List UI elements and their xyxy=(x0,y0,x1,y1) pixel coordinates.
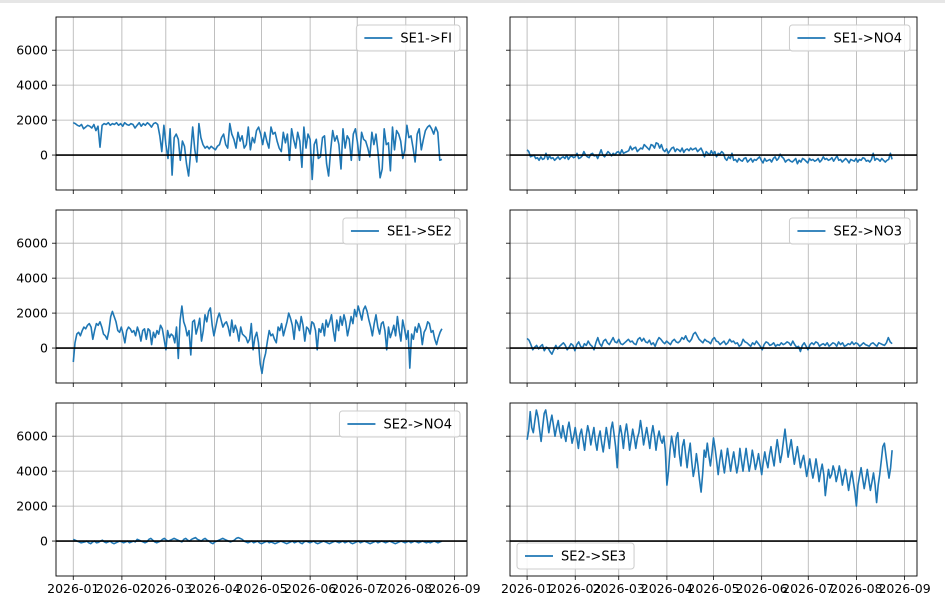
axes-frame xyxy=(509,209,918,384)
x-tick-label: 2026-06 xyxy=(284,581,336,596)
series-line-se1-se2 xyxy=(72,305,443,375)
y-tick-label: 6000 xyxy=(16,236,48,251)
legend: SE1->NO4 xyxy=(788,24,911,52)
y-tick-label: 2000 xyxy=(16,113,48,128)
subplot-se2-no3: SE2->NO3 xyxy=(506,209,918,387)
x-tick-label: 2026-04 xyxy=(641,581,693,596)
legend-box xyxy=(338,410,461,438)
legend-label: SE1->FI xyxy=(400,32,452,47)
y-tick-label: 0 xyxy=(40,534,48,549)
y-tick-label: 4000 xyxy=(16,464,48,479)
legend-box xyxy=(355,24,461,52)
legend-box xyxy=(788,24,911,52)
legend-label: SE1->NO4 xyxy=(833,32,902,47)
x-tick-label: 2026-09 xyxy=(428,581,480,596)
axes-frame xyxy=(509,16,918,191)
y-tick-label: 2000 xyxy=(16,306,48,321)
x-tick-label: 2026-04 xyxy=(188,581,240,596)
legend-box xyxy=(516,542,635,570)
x-tick-label: 2026-02 xyxy=(549,581,601,596)
legend: SE2->SE3 xyxy=(516,542,635,570)
axes-frame xyxy=(509,402,918,577)
x-tick-label: 2026-05 xyxy=(235,581,287,596)
x-tick-label: 2026-07 xyxy=(331,581,383,596)
x-tick-label: 2026-08 xyxy=(830,581,882,596)
legend: SE2->NO4 xyxy=(338,410,461,438)
legend-box xyxy=(788,217,911,245)
axes-frame xyxy=(55,16,468,191)
subplot-se1-se2: 0 2000 4000 6000 SE1->SE2 xyxy=(16,209,468,387)
x-tick-label: 2026-01 xyxy=(47,581,99,596)
window-top-border xyxy=(0,0,945,3)
legend: SE1->SE2 xyxy=(342,217,461,245)
x-tick-label: 2026-03 xyxy=(140,581,192,596)
y-tick-label: 2000 xyxy=(16,499,48,514)
legend-label: SE2->NO4 xyxy=(383,418,452,433)
legend-label: SE2->NO3 xyxy=(833,225,902,240)
x-tick-label: 2026-01 xyxy=(501,581,553,596)
legend-label: SE2->SE3 xyxy=(561,550,626,565)
legend-box xyxy=(342,217,461,245)
y-tick-label: 0 xyxy=(40,148,48,163)
y-tick-label: 6000 xyxy=(16,43,48,58)
x-tick-label: 2026-05 xyxy=(687,581,739,596)
axes-frame xyxy=(55,402,468,577)
series-line-se2-se3 xyxy=(526,409,893,507)
legend-label: SE1->SE2 xyxy=(387,225,452,240)
x-tick-label: 2026-03 xyxy=(593,581,645,596)
axes-frame xyxy=(55,209,468,384)
subplot-se2-se3: 2026-012026-022026-032026-042026-052026-… xyxy=(501,402,931,596)
subplot-se1-no4: SE1->NO4 xyxy=(506,16,918,194)
y-tick-label: 6000 xyxy=(16,429,48,444)
subplot-se1-fi: 0 2000 4000 6000 SE1->FI xyxy=(16,16,468,194)
y-tick-label: 4000 xyxy=(16,271,48,286)
series-line-se1-fi xyxy=(72,121,443,181)
legend: SE2->NO3 xyxy=(788,217,911,245)
x-tick-label: 2026-08 xyxy=(380,581,432,596)
series-line-se1-no4 xyxy=(526,142,893,165)
y-tick-label: 0 xyxy=(40,341,48,356)
legend: SE1->FI xyxy=(355,24,461,52)
x-tick-label: 2026-09 xyxy=(878,581,930,596)
series-line-se2-no3 xyxy=(526,331,893,356)
y-tick-label: 4000 xyxy=(16,78,48,93)
x-tick-label: 2026-02 xyxy=(96,581,148,596)
x-tick-label: 2026-07 xyxy=(782,581,834,596)
subplot-se2-no4: 2026-012026-022026-032026-042026-052026-… xyxy=(16,402,481,596)
x-tick-label: 2026-06 xyxy=(736,581,788,596)
